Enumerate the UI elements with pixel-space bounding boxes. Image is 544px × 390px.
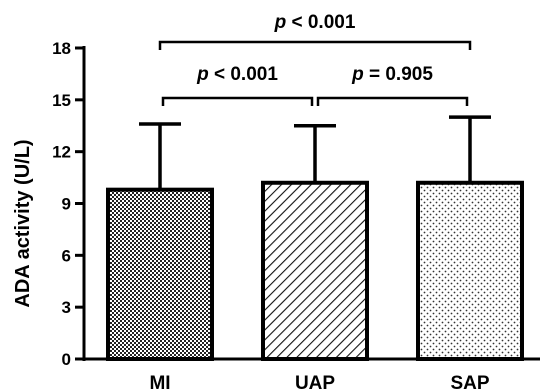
y-tick-label-9: 9 bbox=[62, 195, 71, 214]
y-tick-label-3: 3 bbox=[62, 298, 71, 317]
x-tick-label-sap: SAP bbox=[450, 373, 489, 390]
p-symbol: p bbox=[196, 64, 209, 85]
significance-bracket-1 bbox=[161, 96, 314, 106]
x-tick-label-uap: UAP bbox=[295, 373, 335, 390]
y-tick-label-18: 18 bbox=[52, 39, 71, 58]
p-value: < 0.001 bbox=[209, 64, 279, 85]
p-value: < 0.001 bbox=[286, 12, 356, 33]
bar-uap bbox=[261, 180, 369, 361]
significance-label-1: p < 0.001 bbox=[196, 64, 278, 85]
p-symbol: p bbox=[274, 12, 287, 33]
y-tick-label-15: 15 bbox=[52, 91, 71, 110]
x-tick-label-mi: MI bbox=[149, 373, 170, 390]
p-symbol: p bbox=[351, 64, 364, 85]
bar-sap bbox=[416, 180, 524, 361]
significance-bracket-3 bbox=[158, 40, 472, 50]
p-value: = 0.905 bbox=[364, 64, 434, 85]
significance-label-3: p < 0.001 bbox=[274, 12, 356, 33]
y-tick-label-0: 0 bbox=[62, 350, 71, 369]
y-axis-label: ADA activity (U/L) bbox=[12, 139, 34, 307]
significance-label-2: p = 0.905 bbox=[351, 64, 433, 85]
significance-bracket-2 bbox=[316, 96, 469, 106]
y-tick-label-6: 6 bbox=[62, 246, 71, 265]
y-tick-label-12: 12 bbox=[52, 143, 71, 162]
bar-mi bbox=[106, 187, 214, 361]
